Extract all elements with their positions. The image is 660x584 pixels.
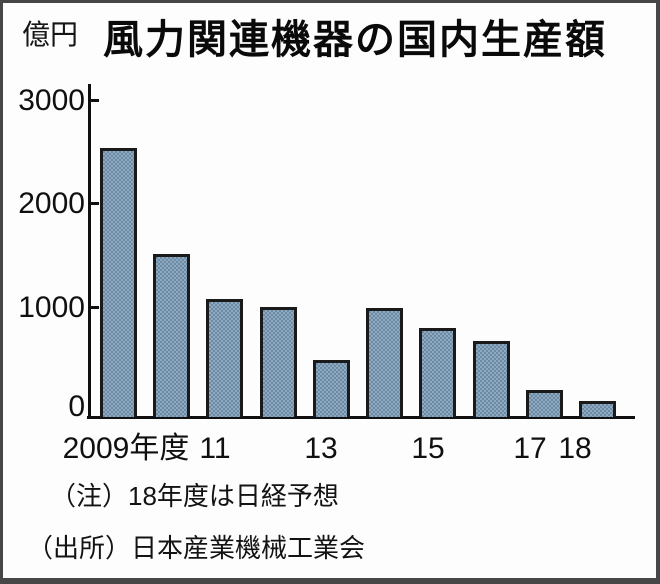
- bar-2012: [260, 307, 297, 417]
- bar-2011: [206, 299, 243, 417]
- bar-2018: [579, 401, 616, 417]
- bar-2015: [419, 328, 456, 417]
- x-tick-label-5: 18: [558, 432, 592, 465]
- y-tick-label-0: 0: [68, 390, 85, 423]
- y-tick-label-3000: 3000: [18, 84, 85, 117]
- x-axis-line: [87, 416, 635, 419]
- bar-2016: [473, 341, 510, 417]
- y-tick-label-1000: 1000: [18, 291, 85, 324]
- x-tick-label-1: 11: [199, 432, 231, 465]
- y-tick-label-2000: 2000: [18, 187, 85, 220]
- x-tick-label-0: 2009年度: [62, 432, 190, 465]
- y-tick-mark-2000: [91, 202, 99, 205]
- y-tick-mark-3000: [91, 99, 99, 102]
- bar-2009: [100, 148, 137, 417]
- y-axis-line: [88, 84, 91, 419]
- footnote-note: （注）18年度は日経予想: [50, 481, 339, 511]
- x-tick-label-2: 13: [304, 432, 338, 465]
- bar-2014: [366, 308, 403, 417]
- chart-title: 風力関連機器の国内生産額: [103, 18, 607, 62]
- x-tick-label-3: 15: [411, 432, 445, 465]
- bar-2013: [313, 360, 350, 417]
- y-axis-unit-label: 億円: [22, 19, 79, 50]
- y-tick-mark-1000: [91, 306, 99, 309]
- x-tick-label-4: 17: [513, 432, 547, 465]
- footnote-source: （出所）日本産業機械工業会: [27, 533, 366, 563]
- bar-2017: [526, 390, 563, 417]
- bar-2010: [153, 254, 190, 417]
